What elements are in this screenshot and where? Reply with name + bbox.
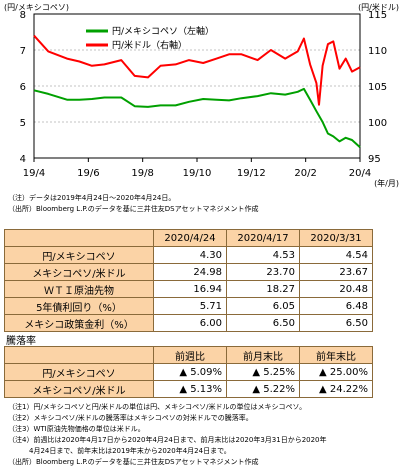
cell: 23.70 [226, 263, 300, 281]
cell: 16.94 [153, 280, 227, 298]
change-rate-table: 前週比 前月末比 前年末比 円/メキシコペソ ▲ 5.09% ▲ 5.25% ▲… [4, 346, 373, 398]
cell: ▲ 25.00% [299, 363, 373, 381]
table-row: 円/メキシコペソ 4.30 4.53 4.54 [4, 246, 373, 264]
x-tick-label: 19/4 [23, 168, 45, 179]
table1-col-1: 2020/4/17 [226, 229, 300, 247]
row-label: 円/メキシコペソ [4, 363, 154, 381]
table-note-1: （注1）円/メキシコペソと円/米ドルの単位は円、メキシコペソ/米ドルの単位はメキ… [8, 403, 307, 411]
cell: 6.00 [153, 314, 227, 332]
table-row: ＷＴＩ原油先物 16.94 18.27 20.48 [4, 280, 373, 298]
cell: ▲ 5.09% [153, 363, 227, 381]
chart-legend: 円/メキシコペソ（左軸） 円/米ドル（右軸） [86, 25, 214, 51]
x-tick-label: 19/8 [131, 168, 153, 179]
series-lines [33, 34, 361, 148]
y-left-tick-label: 7 [20, 46, 26, 57]
table-note-2: （注2）メキシコペソ/米ドルの騰落率はメキシコペソの対米ドルでの騰落率。 [8, 414, 253, 422]
cell: 4.53 [226, 246, 300, 264]
table1-corner [4, 229, 154, 247]
y-left-tick-label: 5 [20, 118, 26, 129]
cell: ▲ 24.22% [299, 380, 373, 398]
left-axis-ticks: 4 5 6 7 8 [20, 10, 26, 165]
table-row: メキシコペソ/米ドル ▲ 5.13% ▲ 5.22% ▲ 24.22% [4, 380, 373, 398]
cell: 6.50 [299, 314, 373, 332]
cell: 20.48 [299, 280, 373, 298]
cell: ▲ 5.25% [226, 363, 300, 381]
y-left-tick-label: 8 [20, 10, 26, 21]
cell: 18.27 [226, 280, 300, 298]
x-axis-ticks: 19/4 19/6 19/8 19/10 19/12 20/2 20/4 [23, 158, 371, 179]
table-row: メキシコペソ/米ドル 24.98 23.70 23.67 [4, 263, 373, 281]
table-note-3: （注3）WTI原油先物価格の単位は米ドル。 [8, 425, 145, 433]
table-row: 5年債利回り（%） 5.71 6.05 6.48 [4, 297, 373, 315]
table-note-4: （注4）前週比は2020年4月17日から2020年4月24日まで、前月末比は20… [8, 436, 327, 444]
table-row: メキシコ政策金利（%） 6.00 6.50 6.50 [4, 314, 373, 332]
table2-col-0: 前週比 [153, 346, 227, 364]
table1-col-2: 2020/3/31 [299, 229, 373, 247]
y-left-tick-label: 6 [20, 82, 26, 93]
x-tick-label: 19/12 [237, 168, 266, 179]
cell: 5.71 [153, 297, 227, 315]
y-left-label: (円/メキシコペソ) [4, 3, 69, 12]
y-left-tick-label: 4 [20, 154, 26, 165]
table2-col-1: 前月末比 [226, 346, 300, 364]
y-right-tick-label: 95 [368, 154, 381, 165]
row-label: ＷＴＩ原油先物 [4, 280, 154, 298]
row-label: メキシコ政策金利（%） [4, 314, 154, 332]
series-line-usd [33, 34, 361, 106]
x-tick-label: 20/4 [349, 168, 371, 179]
x-unit-label: (年/月) [374, 178, 399, 188]
series-line-mxn [33, 87, 361, 148]
y-right-tick-label: 115 [368, 10, 387, 21]
row-label: メキシコペソ/米ドル [4, 263, 154, 281]
chart-source: （出所）Bloomberg L.P.のデータを基に三井住友DSアセットマネジメン… [8, 205, 259, 213]
cell: 4.54 [299, 246, 373, 264]
table-row: 円/メキシコペソ ▲ 5.09% ▲ 5.25% ▲ 25.00% [4, 363, 373, 381]
y-right-tick-label: 110 [368, 46, 387, 57]
cell: 6.50 [226, 314, 300, 332]
y-right-label: (円/米ドル) [358, 2, 399, 12]
cell: 6.05 [226, 297, 300, 315]
legend-label-usd: 円/米ドル（右軸） [112, 39, 187, 51]
cell: 6.48 [299, 297, 373, 315]
cell: ▲ 5.13% [153, 380, 227, 398]
table1-header: 2020/4/24 2020/4/17 2020/3/31 [4, 229, 373, 247]
chart-note: （注）データは2019年4月24日～2020年4月24日。 [8, 194, 176, 202]
row-label: メキシコペソ/米ドル [4, 380, 154, 398]
cell: ▲ 5.22% [226, 380, 300, 398]
x-tick-label: 20/2 [294, 168, 316, 179]
cell: 23.67 [299, 263, 373, 281]
row-label: 円/メキシコペソ [4, 246, 154, 264]
y-right-tick-label: 105 [368, 82, 387, 93]
table2-col-2: 前年末比 [299, 346, 373, 364]
table-source: （出所）Bloomberg L.P.のデータを基に三井住友DSアセットマネジメン… [8, 458, 259, 466]
cell: 24.98 [153, 263, 227, 281]
table-note-5: 4月24日まで、前年末比は2019年末から2020年4月24日まで。 [8, 447, 231, 455]
x-tick-label: 19/10 [183, 168, 212, 179]
cell: 4.30 [153, 246, 227, 264]
right-axis-ticks: 95 100 105 110 115 [368, 10, 387, 165]
section-title: 騰落率 [6, 336, 36, 347]
table2-corner [4, 346, 154, 364]
table2-header: 前週比 前月末比 前年末比 [4, 346, 373, 364]
y-right-tick-label: 100 [368, 118, 387, 129]
row-label: 5年債利回り（%） [4, 297, 154, 315]
table1-col-0: 2020/4/24 [153, 229, 227, 247]
x-tick-label: 19/6 [77, 168, 99, 179]
market-data-table: 2020/4/24 2020/4/17 2020/3/31 円/メキシコペソ 4… [4, 229, 373, 332]
legend-label-mxn: 円/メキシコペソ（左軸） [112, 25, 214, 37]
